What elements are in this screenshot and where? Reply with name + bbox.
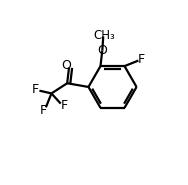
Text: CH₃: CH₃ [93, 29, 115, 42]
Text: F: F [138, 53, 145, 66]
Text: F: F [61, 99, 68, 112]
Text: O: O [97, 44, 107, 57]
Text: F: F [40, 104, 47, 117]
Text: F: F [32, 83, 39, 96]
Text: O: O [61, 59, 71, 72]
